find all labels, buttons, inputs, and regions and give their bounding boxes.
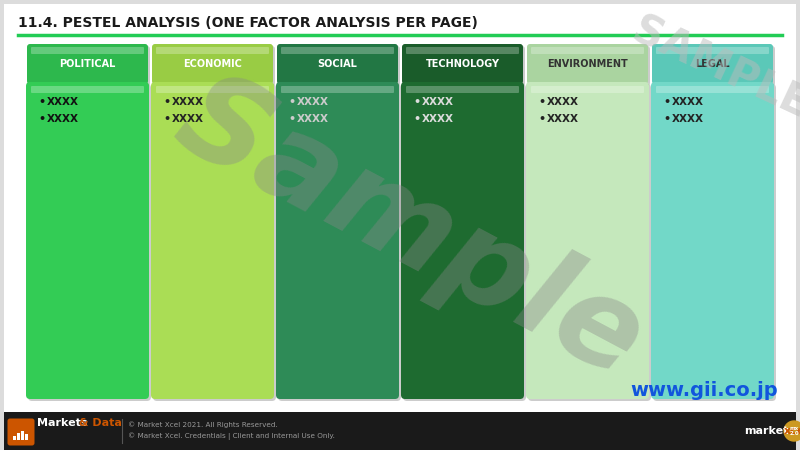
Text: Markets: Markets [37, 418, 87, 428]
FancyBboxPatch shape [656, 47, 769, 54]
FancyBboxPatch shape [28, 84, 151, 401]
FancyBboxPatch shape [651, 82, 774, 399]
FancyBboxPatch shape [276, 82, 399, 399]
Text: XXXX: XXXX [172, 97, 204, 107]
FancyBboxPatch shape [4, 4, 796, 412]
FancyBboxPatch shape [531, 86, 644, 93]
FancyBboxPatch shape [281, 86, 394, 93]
FancyBboxPatch shape [281, 47, 394, 54]
Text: •: • [538, 114, 545, 124]
Text: mx
2.0: mx 2.0 [789, 426, 799, 436]
FancyBboxPatch shape [654, 46, 775, 86]
FancyBboxPatch shape [152, 44, 273, 84]
Text: LEGAL: LEGAL [695, 59, 730, 69]
Text: XXXX: XXXX [172, 114, 204, 124]
FancyBboxPatch shape [156, 86, 269, 93]
FancyBboxPatch shape [527, 44, 648, 84]
FancyBboxPatch shape [653, 84, 776, 401]
Text: TECHNOLOGY: TECHNOLOGY [426, 59, 499, 69]
Text: www.gii.co.jp: www.gii.co.jp [630, 381, 778, 400]
Text: XXXX: XXXX [672, 114, 704, 124]
FancyBboxPatch shape [27, 44, 148, 84]
FancyBboxPatch shape [29, 46, 150, 86]
Text: XXXX: XXXX [297, 114, 329, 124]
FancyBboxPatch shape [17, 433, 19, 440]
Text: •: • [413, 114, 420, 124]
Text: XXXX: XXXX [422, 97, 454, 107]
Text: XXXX: XXXX [47, 97, 79, 107]
FancyBboxPatch shape [656, 86, 769, 93]
Text: POLITICAL: POLITICAL [59, 59, 116, 69]
Text: •: • [163, 114, 170, 124]
Text: ECONOMIC: ECONOMIC [183, 59, 242, 69]
FancyBboxPatch shape [13, 436, 15, 440]
FancyBboxPatch shape [529, 46, 650, 86]
FancyBboxPatch shape [526, 82, 649, 399]
Text: XXXX: XXXX [547, 97, 579, 107]
FancyBboxPatch shape [31, 86, 144, 93]
FancyBboxPatch shape [21, 431, 23, 440]
FancyBboxPatch shape [278, 84, 401, 401]
FancyBboxPatch shape [401, 82, 524, 399]
FancyBboxPatch shape [279, 46, 400, 86]
FancyBboxPatch shape [26, 82, 149, 399]
Text: & Data: & Data [75, 418, 122, 428]
Text: © Market Xcel 2021. All Rights Reserved.: © Market Xcel 2021. All Rights Reserved. [128, 422, 278, 428]
FancyBboxPatch shape [153, 84, 276, 401]
Text: •: • [413, 97, 420, 107]
Text: XXXX: XXXX [47, 114, 79, 124]
FancyBboxPatch shape [156, 47, 269, 54]
Text: •: • [38, 97, 45, 107]
Text: •: • [663, 114, 670, 124]
Text: XXXX: XXXX [422, 114, 454, 124]
Text: Sample: Sample [158, 58, 662, 401]
Text: xcel: xcel [784, 426, 800, 436]
Text: •: • [288, 97, 295, 107]
FancyBboxPatch shape [151, 82, 274, 399]
Circle shape [784, 421, 800, 441]
FancyBboxPatch shape [528, 84, 651, 401]
Text: •: • [663, 97, 670, 107]
FancyBboxPatch shape [404, 46, 525, 86]
Text: XXXX: XXXX [547, 114, 579, 124]
Text: XXXX: XXXX [297, 97, 329, 107]
Text: © Market Xcel. Credentials | Client and Internal Use Only.: © Market Xcel. Credentials | Client and … [128, 432, 335, 440]
FancyBboxPatch shape [402, 44, 523, 84]
FancyBboxPatch shape [652, 44, 773, 84]
FancyBboxPatch shape [7, 418, 34, 446]
FancyBboxPatch shape [406, 86, 519, 93]
Text: •: • [538, 97, 545, 107]
FancyBboxPatch shape [406, 47, 519, 54]
FancyBboxPatch shape [154, 46, 275, 86]
Text: •: • [288, 114, 295, 124]
Text: •: • [163, 97, 170, 107]
Text: market: market [744, 426, 788, 436]
FancyBboxPatch shape [25, 434, 27, 440]
Text: •: • [38, 114, 45, 124]
Text: SOCIAL: SOCIAL [318, 59, 358, 69]
FancyBboxPatch shape [4, 412, 796, 450]
Text: ENVIRONMENT: ENVIRONMENT [547, 59, 628, 69]
FancyBboxPatch shape [531, 47, 644, 54]
Text: SAMPLE: SAMPLE [626, 10, 800, 128]
Text: 11.4. PESTEL ANALYSIS (ONE FACTOR ANALYSIS PER PAGE): 11.4. PESTEL ANALYSIS (ONE FACTOR ANALYS… [18, 16, 478, 30]
FancyBboxPatch shape [403, 84, 526, 401]
FancyBboxPatch shape [31, 47, 144, 54]
Text: XXXX: XXXX [672, 97, 704, 107]
FancyBboxPatch shape [277, 44, 398, 84]
